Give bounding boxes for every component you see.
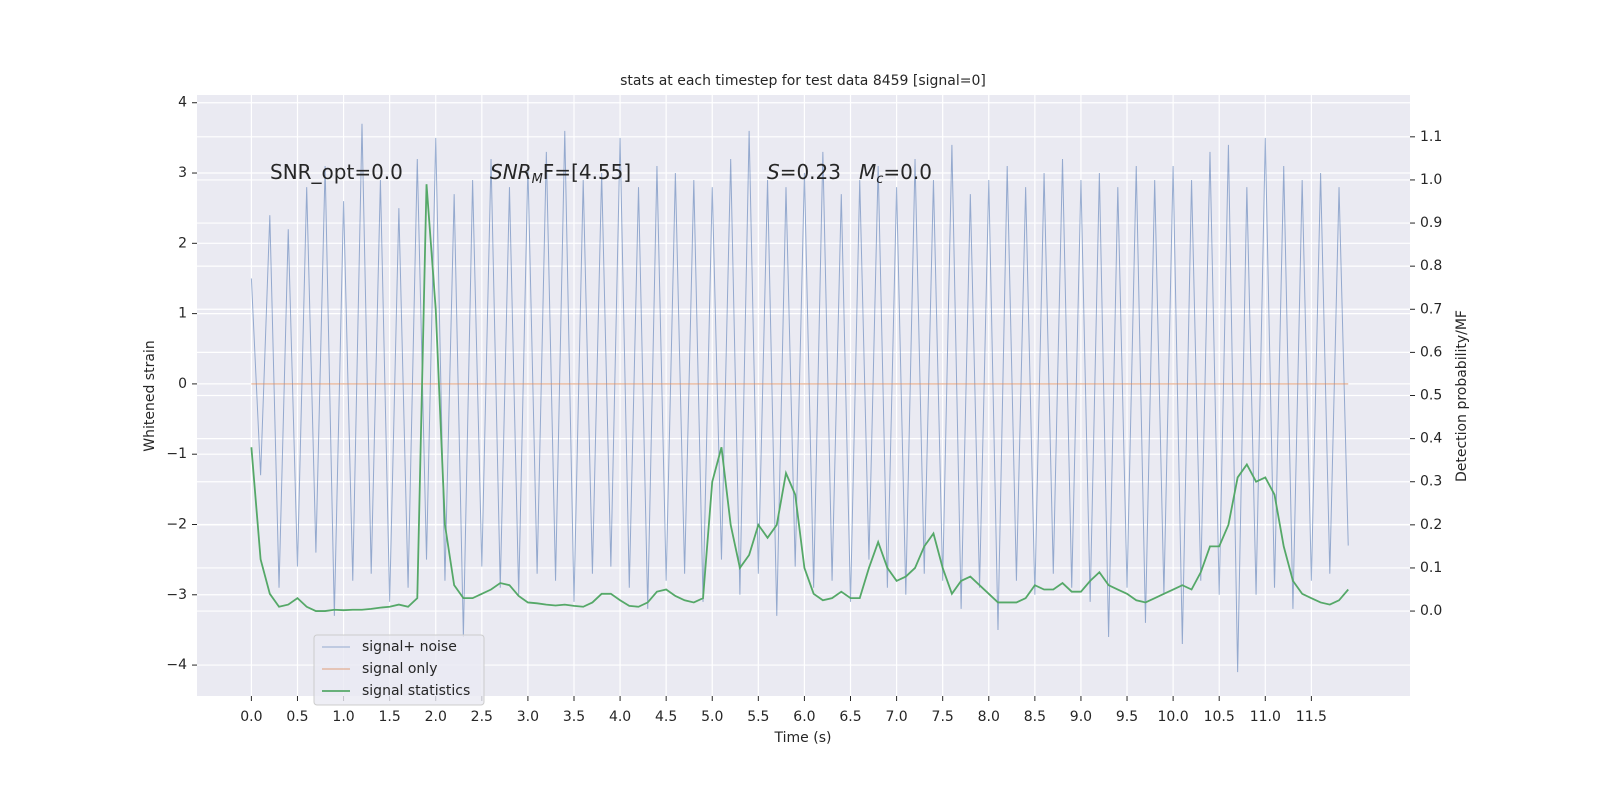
legend-label: signal statistics [362,683,470,699]
x-tick-label: 0.0 [240,709,262,725]
x-tick-label: 8.0 [978,709,1000,725]
annotation-part: c [876,172,883,187]
x-tick-label: 6.5 [839,709,861,725]
annotation-part: F=[4.55] [543,160,631,184]
annotation-part: S [767,160,780,184]
x-tick-label: 7.0 [885,709,907,725]
y2-tick-label: 0.4 [1420,431,1442,447]
x-tick-label: 10.5 [1204,709,1235,725]
y-tick-label: 4 [178,95,187,111]
x-tick-label: 11.0 [1250,709,1281,725]
y2-tick-label: 0.1 [1420,560,1442,576]
x-tick-label: 9.5 [1116,709,1138,725]
x-tick-label: 10.0 [1158,709,1189,725]
x-tick-label: 1.0 [332,709,354,725]
x-tick-label: 9.0 [1070,709,1092,725]
x-tick-label: 4.5 [655,709,677,725]
y-tick-label: 2 [178,235,187,251]
y2-tick-label: 0.7 [1420,301,1442,317]
x-tick-label: 11.5 [1296,709,1327,725]
y-axis-label: Whitened strain [142,340,158,451]
x-tick-label: 0.5 [286,709,308,725]
y2-tick-label: 0.5 [1420,388,1442,404]
annotation-part: SNR [490,160,532,184]
annotation: SNR_opt=0.0 [270,160,403,184]
x-tick-label: 6.0 [793,709,815,725]
series-line [250,123,1349,673]
x-axis-label: Time (s) [774,730,832,746]
x-tick-label: 1.5 [379,709,401,725]
y2-tick-label: 0.8 [1420,258,1442,274]
x-tick-label: 8.5 [1024,709,1046,725]
y2-tick-label: 1.1 [1420,129,1442,145]
y-tick-label: −2 [166,516,187,532]
annotation: S=0.23 [767,160,841,184]
y2-tick-label: 0.6 [1420,344,1442,360]
y-tick-label: −1 [166,446,187,462]
legend-label: signal only [362,661,437,677]
annotation-part: =0.0 [883,160,932,184]
legend-label: signal+ noise [362,639,457,655]
x-tick-label: 3.0 [517,709,539,725]
x-tick-label: 4.0 [609,709,631,725]
y2-tick-label: 1.0 [1420,172,1442,188]
series-line [250,184,1349,612]
annotation: Mc=0.0 [859,160,932,187]
y-tick-label: 1 [178,306,187,322]
annotation: SNRMF=[4.55] [490,160,631,187]
y-tick-label: 0 [178,376,187,392]
x-tick-label: 2.5 [471,709,493,725]
y2-tick-label: 0.2 [1420,517,1442,533]
y2-tick-label: 0.3 [1420,474,1442,490]
y-tick-label: −3 [166,587,187,603]
annotation-part: =0.23 [780,160,841,184]
y-tick-label: 3 [178,165,187,181]
annotation-part: SNR_opt=0.0 [270,160,403,184]
y2-axis-label: Detection probability/MF [1454,310,1470,482]
y2-tick-label: 0.9 [1420,215,1442,231]
x-tick-label: 5.5 [747,709,769,725]
y2-tick-label: 0.0 [1420,603,1442,619]
x-tick-label: 2.0 [425,709,447,725]
chart-title: stats at each timestep for test data 845… [620,73,986,89]
annotation-part: M [859,160,876,184]
x-tick-label: 5.0 [701,709,723,725]
x-tick-label: 7.5 [932,709,954,725]
x-tick-label: 3.5 [563,709,585,725]
annotation-part: M [532,172,543,187]
y-tick-label: −4 [166,657,187,673]
legend-box [313,634,485,706]
